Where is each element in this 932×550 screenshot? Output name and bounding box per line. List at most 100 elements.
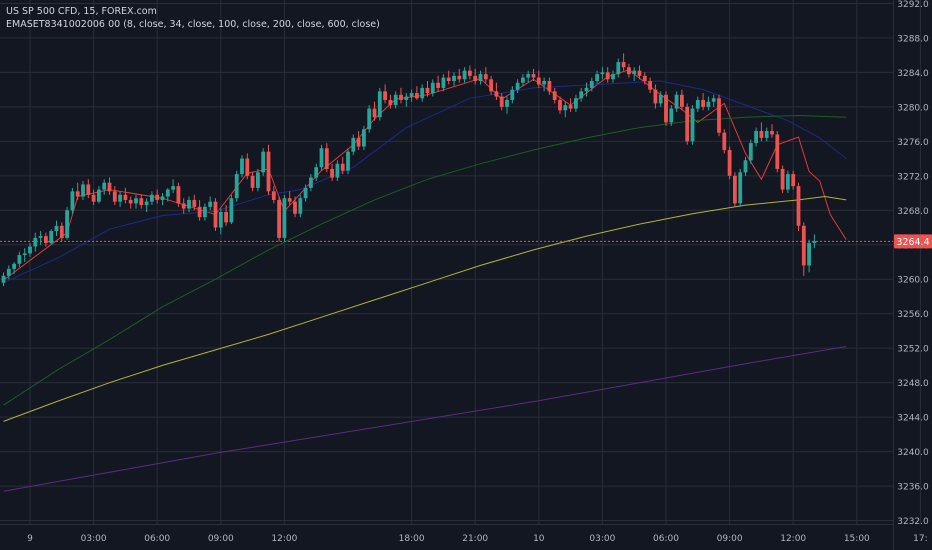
candle-body — [81, 184, 85, 197]
candle-body — [796, 186, 801, 226]
last-price-value: 3264.4 — [896, 237, 929, 248]
candle-body — [330, 168, 334, 178]
time-tick-label: 09:00 — [208, 534, 234, 544]
candle-body — [563, 105, 568, 111]
candle-body — [54, 225, 59, 231]
candle-body — [75, 191, 80, 197]
candle-body — [134, 198, 138, 204]
candle-body — [531, 74, 536, 78]
candle-body — [627, 67, 631, 75]
candle-body — [791, 174, 796, 187]
candle-body — [245, 158, 250, 176]
candle-body — [346, 151, 350, 171]
candle-body — [489, 79, 493, 92]
price-axis[interactable]: 3292.0 3288.0 3284.0 3280.0 3276.0 3272.0 3268… — [893, 0, 930, 550]
candle-body — [462, 70, 467, 80]
candle-body — [595, 74, 599, 82]
candle-body — [690, 108, 695, 142]
candle-body — [600, 72, 605, 75]
candle-body — [12, 263, 16, 269]
candle-body — [203, 206, 207, 218]
time-tick-label: 17: — [913, 534, 927, 544]
time-tick-label: 15:00 — [844, 534, 870, 544]
time-axis[interactable]: 9 03:00 06:00 09:00 12:00 18:00 21:00 10 03:00 06… — [0, 524, 928, 545]
candles — [1, 53, 817, 287]
candle-body — [118, 194, 122, 202]
candle-body — [759, 131, 764, 138]
price-tick-label: 3240.0 — [897, 448, 929, 458]
price-tick-label: 3268.0 — [897, 207, 929, 217]
candle-body — [733, 175, 737, 204]
price-tick-label: 3236.0 — [897, 483, 929, 493]
candle-body — [97, 189, 101, 202]
candle-body — [208, 201, 213, 207]
candle-body — [812, 241, 817, 244]
last-price-badge — [894, 234, 932, 249]
candle-body — [494, 91, 499, 97]
symbol-title[interactable]: US SP 500 CFD, 15, FOREX.com — [6, 6, 157, 17]
candle-body — [674, 94, 679, 109]
candle-body — [139, 198, 144, 206]
candle-body — [282, 198, 287, 238]
candle-body — [632, 70, 637, 75]
candle-body — [224, 212, 228, 223]
price-tick-label: 3252.0 — [897, 345, 929, 355]
candle-body — [738, 172, 743, 204]
candle-body — [552, 91, 557, 100]
candle-body — [160, 196, 165, 200]
candle-body — [17, 255, 22, 264]
candle-body — [621, 62, 626, 68]
candle-body — [605, 72, 610, 80]
candle-body — [706, 101, 711, 107]
time-tick-label: 12:00 — [271, 534, 297, 544]
candle-body — [425, 87, 430, 94]
candle-body — [59, 225, 64, 238]
candle-body — [324, 148, 329, 169]
candle-body — [293, 201, 297, 214]
candle-body — [521, 77, 525, 83]
candle-body — [536, 77, 541, 85]
candle-body — [356, 137, 361, 147]
candle-body — [1, 275, 6, 283]
price-tick-label: 3244.0 — [897, 414, 929, 424]
candle-body — [473, 75, 478, 82]
candle-body — [181, 203, 186, 209]
candle-body — [743, 160, 748, 173]
candle-body — [340, 163, 345, 171]
price-tick-label: 3248.0 — [897, 379, 929, 389]
time-tick-label: 21:00 — [462, 534, 488, 544]
candle-body — [436, 82, 440, 88]
candle-body — [123, 194, 128, 200]
price-tick-label: 3284.0 — [897, 69, 929, 79]
candle-body — [128, 199, 133, 204]
candle-body — [229, 198, 234, 223]
candle-body — [515, 82, 520, 90]
candle-body — [362, 129, 366, 147]
price-tick-label: 3276.0 — [897, 138, 929, 148]
candle-body — [786, 174, 790, 190]
candle-body — [250, 175, 255, 188]
candle-body — [701, 99, 705, 107]
candle-body — [452, 75, 456, 82]
candle-body — [49, 230, 54, 244]
candle-body — [287, 198, 292, 202]
ema-100-line — [3, 114, 847, 406]
candle-body — [70, 191, 75, 211]
candle-body — [415, 93, 419, 99]
candle-body — [319, 148, 324, 168]
price-tick-label: 3232.0 — [897, 517, 929, 527]
candle-body — [38, 236, 43, 238]
ema-600-line — [3, 346, 847, 492]
candle-body — [367, 108, 372, 130]
indicator-title[interactable]: EMASET8341002006 00 (8, close, 34, close… — [6, 19, 380, 30]
candle-body — [505, 99, 509, 107]
candle-body — [558, 99, 562, 111]
candle-body — [192, 199, 197, 207]
candle-body — [664, 94, 668, 123]
candle-body — [669, 108, 674, 123]
candle-body — [727, 149, 732, 176]
candle-body — [780, 168, 785, 190]
candle-body — [377, 91, 382, 118]
